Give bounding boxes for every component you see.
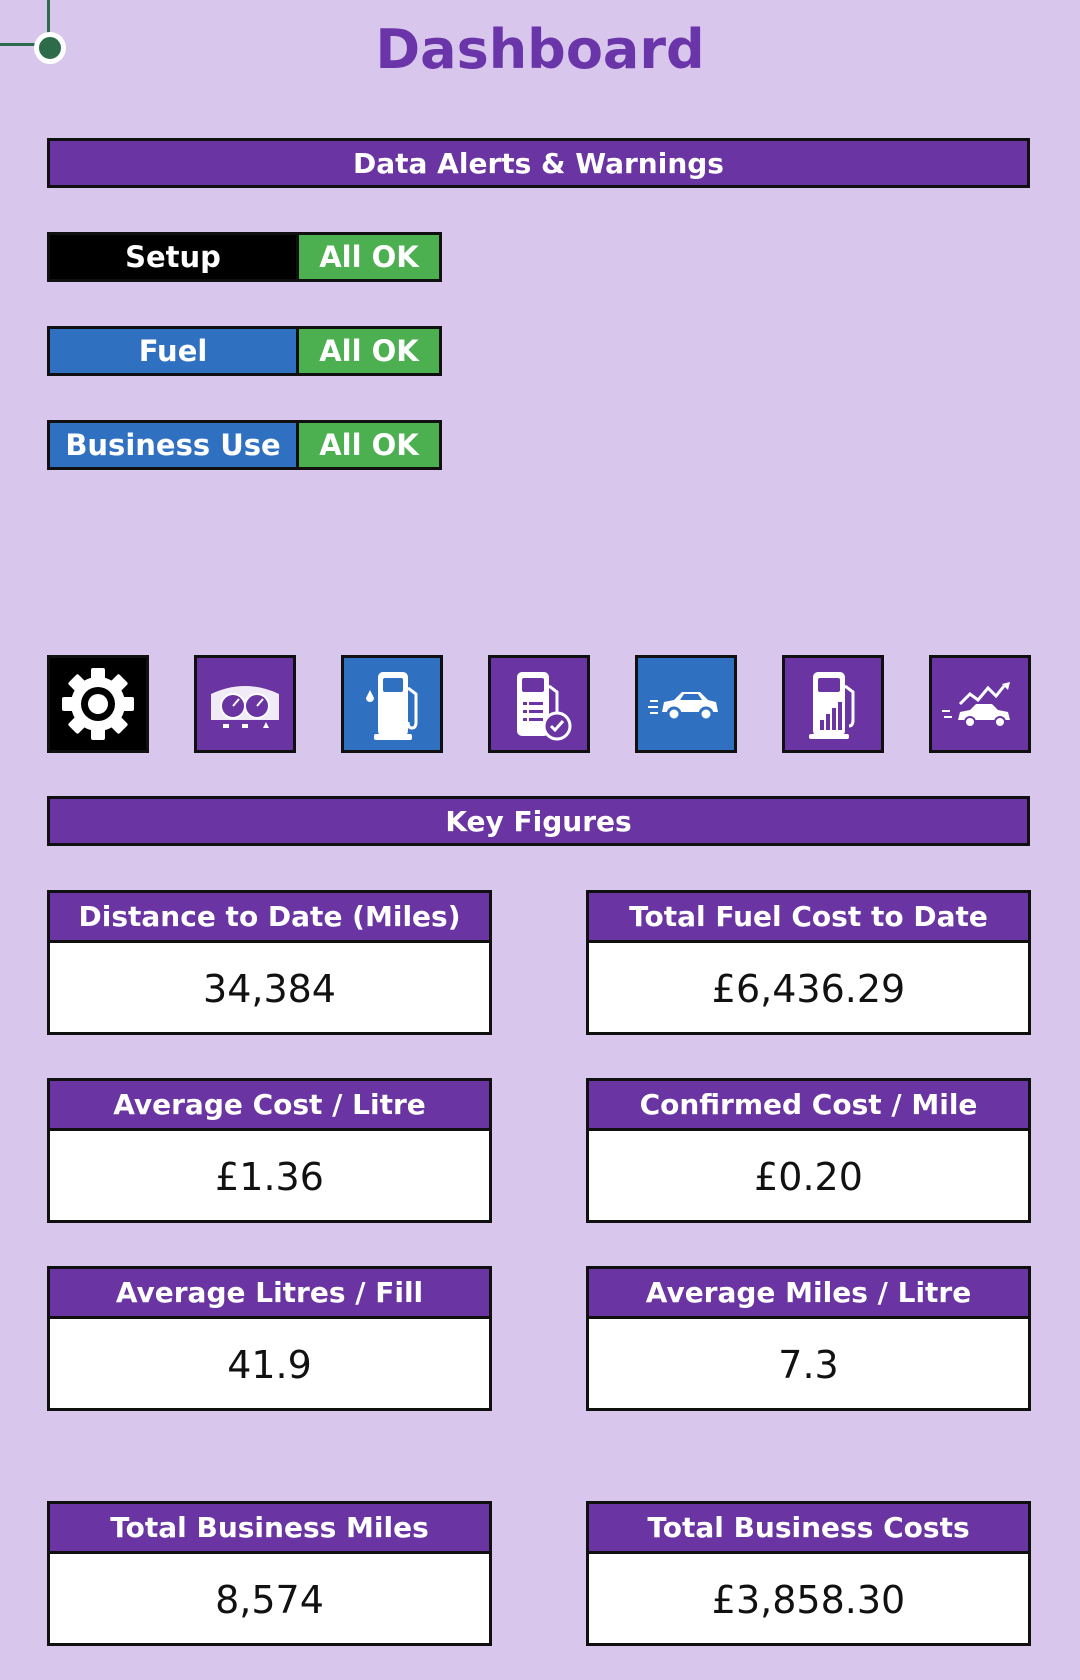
figure-value: 8,574 [215,1578,324,1622]
figure-label: Average Litres / Fill [50,1269,489,1319]
figure-value: £6,436.29 [711,967,906,1011]
car-button[interactable] [635,655,737,753]
alert-label: Business Use [50,423,299,467]
alert-label: Setup [50,235,299,279]
figure-card-miles-per-litre: Average Miles / Litre 7.3 [586,1266,1031,1411]
figure-card-distance: Distance to Date (Miles) 34,384 [47,890,492,1035]
selection-frame [0,0,50,46]
alert-fuel[interactable]: Fuel All OK [47,326,442,376]
figure-card-cost-per-litre: Average Cost / Litre £1.36 [47,1078,492,1223]
figure-card-litres-per-fill: Average Litres / Fill 41.9 [47,1266,492,1411]
figure-card-fuel-cost: Total Fuel Cost to Date £6,436.29 [586,890,1031,1035]
settings-gear-icon [62,668,134,740]
figure-label: Distance to Date (Miles) [50,893,489,943]
fuel-log-check-button[interactable] [488,655,590,753]
alert-business-use[interactable]: Business Use All OK [47,420,442,470]
fuel-pump-icon [366,672,418,740]
figure-value: £3,858.30 [711,1578,906,1622]
dashboard-gauges-button[interactable] [194,655,296,753]
figure-value: £1.36 [215,1155,324,1199]
alert-setup[interactable]: Setup All OK [47,232,442,282]
figure-card-business-miles: Total Business Miles 8,574 [47,1501,492,1646]
business-trip-car-icon [942,682,1010,728]
figure-label: Average Miles / Litre [589,1269,1028,1319]
fuel-stats-button[interactable] [782,655,884,753]
car-icon [648,692,718,722]
fuel-pump-button[interactable] [341,655,443,753]
alert-status: All OK [299,329,439,373]
business-trip-car-button[interactable] [929,655,1031,753]
selection-handle[interactable] [34,32,66,64]
key-figures-banner: Key Figures [47,796,1030,846]
alerts-banner: Data Alerts & Warnings [47,138,1030,188]
figure-label: Average Cost / Litre [50,1081,489,1131]
settings-gear-button[interactable] [47,655,149,753]
page-title: Dashboard [375,18,705,81]
figure-label: Total Business Costs [589,1504,1028,1554]
alert-label: Fuel [50,329,299,373]
alert-status: All OK [299,235,439,279]
figure-value: £0.20 [754,1155,863,1199]
figure-value: 34,384 [203,967,336,1011]
alert-status: All OK [299,423,439,467]
figure-card-business-costs: Total Business Costs £3,858.30 [586,1501,1031,1646]
dashboard-gauges-icon [211,686,279,728]
fuel-log-check-icon [517,672,572,741]
fuel-stats-icon [809,672,855,739]
figure-value: 7.3 [778,1343,839,1387]
figure-card-cost-per-mile: Confirmed Cost / Mile £0.20 [586,1078,1031,1223]
figure-label: Total Fuel Cost to Date [589,893,1028,943]
figure-label: Total Business Miles [50,1504,489,1554]
figure-value: 41.9 [227,1343,312,1387]
figure-label: Confirmed Cost / Mile [589,1081,1028,1131]
